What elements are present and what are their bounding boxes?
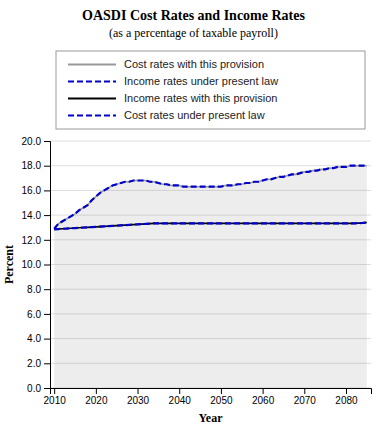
legend-box — [56, 51, 365, 129]
x-tick-label: 2010 — [44, 395, 67, 406]
y-tick-label: 8.0 — [27, 284, 41, 295]
x-axis-title: Year — [199, 411, 224, 425]
x-tick-line — [96, 388, 97, 394]
y-tick-line — [44, 141, 50, 142]
y-tick: 2.0 — [27, 358, 50, 369]
x-tick: 2030 — [127, 388, 150, 406]
chart: OASDI Cost Rates and Income Rates (as a p… — [0, 0, 387, 430]
y-axis-title: Percent — [2, 245, 16, 284]
x-tick-label: 2060 — [252, 395, 275, 406]
y-tick: 20.0 — [22, 136, 50, 147]
grid-line — [50, 165, 371, 166]
line — [54, 166, 367, 229]
x-tick: 2020 — [85, 388, 108, 406]
y-tick-line — [44, 314, 50, 315]
x-tick-line — [346, 388, 347, 394]
y-tick: 14.0 — [22, 210, 50, 221]
y-tick: 6.0 — [27, 309, 50, 320]
y-tick-label: 4.0 — [27, 333, 41, 344]
y-tick-line — [44, 388, 50, 389]
y-axis-line — [44, 142, 51, 389]
area — [54, 166, 367, 388]
legend-swatch — [68, 98, 116, 100]
x-tick-line — [138, 388, 139, 394]
grid-line — [50, 141, 371, 142]
x-tick: 2080 — [335, 388, 358, 406]
x-tick-label: 2080 — [335, 395, 358, 406]
y-tick-line — [44, 215, 50, 216]
y-tick: 0.0 — [27, 383, 50, 394]
y-tick-label: 12.0 — [22, 235, 42, 246]
legend-swatch — [68, 64, 116, 66]
subtitle: (as a percentage of taxable payroll) — [109, 26, 278, 40]
legend-swatch — [68, 80, 116, 82]
x-tick-label: 2040 — [169, 395, 192, 406]
marks — [54, 166, 367, 388]
y-tick-line — [44, 190, 50, 191]
x-tick-line — [221, 388, 222, 394]
legend-label: Cost rates with this provision — [124, 58, 264, 70]
y-tick: 4.0 — [27, 333, 50, 344]
x-tick: 2060 — [252, 388, 275, 406]
y-tick-label: 18.0 — [22, 160, 42, 171]
y-tick: 10.0 — [22, 259, 50, 270]
y-tick: 12.0 — [22, 235, 50, 246]
legend-label: Income rates with this provision — [124, 92, 277, 104]
y-tick-label: 2.0 — [27, 358, 41, 369]
x-tick: 2010 — [44, 388, 67, 406]
x-tick-line — [304, 388, 305, 394]
y-tick-label: 20.0 — [22, 136, 42, 147]
y-tick-label: 16.0 — [22, 185, 42, 196]
y-axis: 0.0 2.0 4.0 6.0 8.0 10.0 12.0 14.0 16.0 18.0 20.0 — [22, 136, 51, 394]
y-tick: 8.0 — [27, 284, 50, 295]
x-tick-label: 2020 — [85, 395, 108, 406]
y-tick-line — [44, 289, 50, 290]
x-axis: 2010 2020 2030 2040 2050 2060 2070 2080 — [44, 388, 372, 406]
x-tick-line — [263, 388, 264, 394]
y-tick-label: 10.0 — [22, 259, 42, 270]
x-axis-line — [51, 389, 372, 395]
y-tick: 16.0 — [22, 185, 50, 196]
x-tick-label: 2050 — [210, 395, 233, 406]
line — [54, 223, 367, 230]
line — [54, 166, 367, 229]
y-tick: 18.0 — [22, 160, 50, 171]
y-tick-line — [44, 339, 50, 340]
x-tick-label: 2070 — [294, 395, 317, 406]
x-tick-line — [179, 388, 180, 394]
x-tick-label: 2030 — [127, 395, 150, 406]
y-tick-label: 0.0 — [27, 383, 41, 394]
legend-label: Cost rates under present law — [124, 109, 265, 121]
x-tick: 2050 — [210, 388, 233, 406]
y-tick-label: 6.0 — [27, 309, 41, 320]
legend: Cost rates with this provision Income rat… — [56, 51, 365, 129]
x-tick-line — [54, 388, 55, 394]
x-tick: 2070 — [294, 388, 317, 406]
line — [54, 223, 367, 230]
legend-label: Income rates under present law — [124, 75, 278, 87]
legend-swatch — [68, 114, 116, 116]
plot: 2010 2020 2030 2040 2050 2060 2070 2080 0.0 2.0 4.… — [22, 136, 372, 406]
title: OASDI Cost Rates and Income Rates — [82, 8, 305, 23]
grid — [50, 141, 371, 388]
y-tick-line — [44, 265, 50, 266]
y-tick-label: 14.0 — [22, 210, 42, 221]
y-tick-line — [44, 166, 50, 167]
y-tick-line — [44, 363, 50, 364]
x-tick: 2040 — [169, 388, 192, 406]
y-tick-line — [44, 240, 50, 241]
